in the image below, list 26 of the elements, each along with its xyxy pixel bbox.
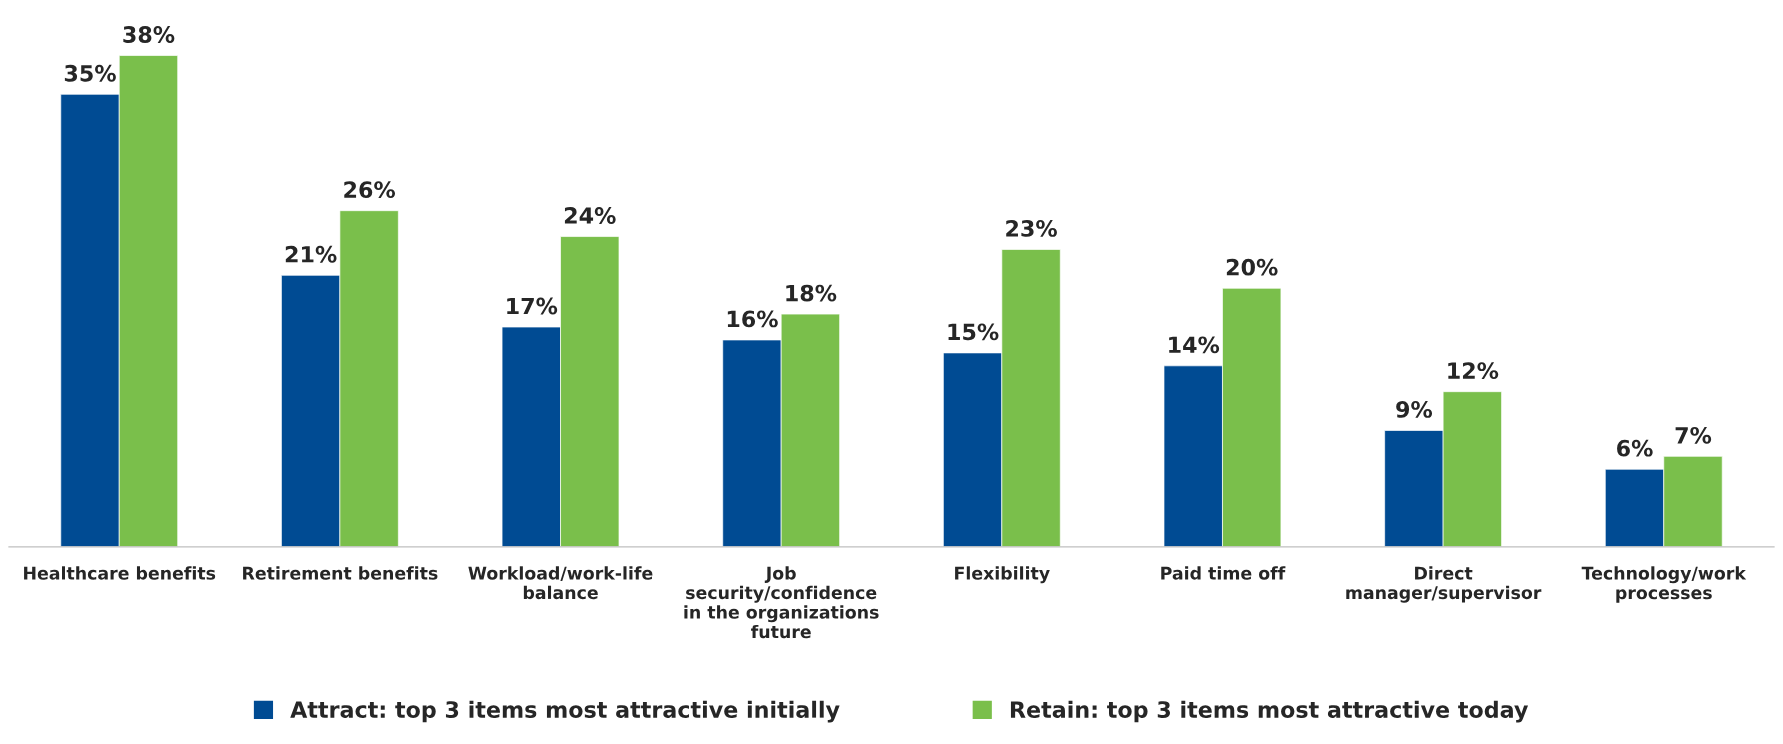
x-tick-label: Paid time off — [1161, 566, 1286, 580]
data-label: 17% — [507, 297, 558, 315]
x-tick-label: Healthcare benefits — [24, 566, 216, 580]
x-tick-label: Workload/work-life balance — [468, 566, 653, 600]
data-label: 38% — [123, 26, 175, 43]
data-label: 6% — [1617, 439, 1653, 457]
x-tick-label: Flexibility — [955, 566, 1050, 584]
data-label: 21% — [285, 245, 337, 263]
data-label: 12% — [1448, 362, 1499, 380]
data-label: 26% — [344, 181, 396, 199]
x-tick-label: Retirement benefits — [243, 566, 438, 580]
data-label: 14% — [1169, 336, 1220, 354]
data-label: 20% — [1226, 258, 1278, 276]
data-label: 15% — [948, 323, 999, 341]
data-label: 9% — [1396, 401, 1433, 418]
data-label: 18% — [786, 284, 837, 302]
x-tick-label: Job security/confidence in the organizations future — [684, 566, 879, 639]
x-tick-label: Technology/work processes — [1581, 566, 1747, 603]
x-tick-label: Direct manager/supervisor — [1346, 566, 1542, 603]
data-label: 16% — [727, 310, 778, 328]
legend-label: Attract: top 3 items most attractive initially — [290, 700, 840, 723]
data-label: 7% — [1675, 426, 1712, 444]
data-label: 24% — [564, 207, 616, 224]
data-label: 23% — [1006, 220, 1057, 237]
data-label: 35% — [64, 64, 116, 82]
legend-label: Retain: top 3 items most attractive today — [1010, 700, 1529, 723]
